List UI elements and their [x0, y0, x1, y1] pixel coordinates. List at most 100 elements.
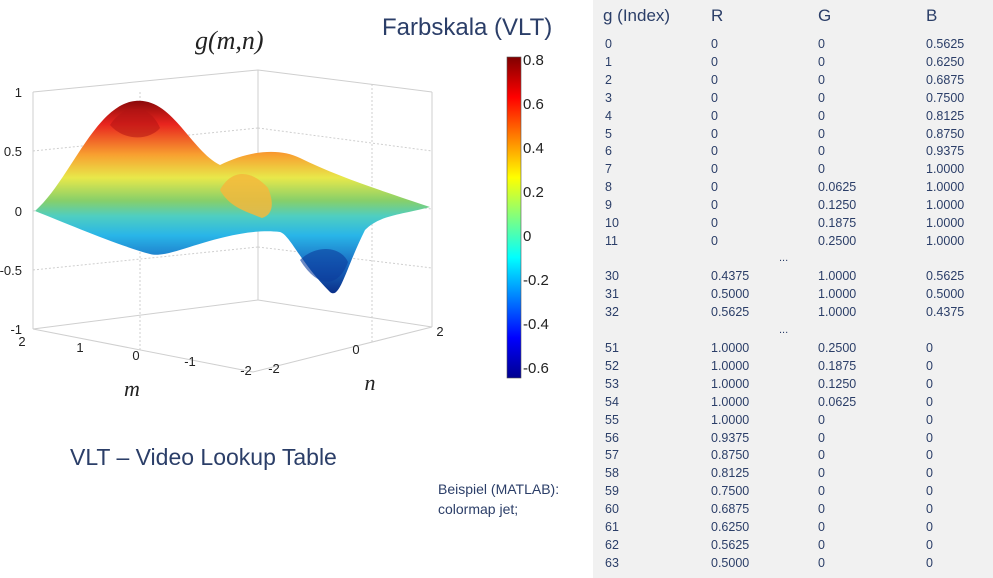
table-cell: 0: [818, 448, 825, 463]
m-tick-label: 2: [18, 334, 25, 349]
table-cell: 0: [926, 466, 933, 481]
table-cell: 1.0000: [818, 269, 857, 283]
table-row: 32 0.5625 1.0000 0.4375: [593, 305, 993, 323]
m-axis-label: m: [124, 376, 140, 401]
colorbar-tick-label: -0.6: [523, 360, 549, 377]
table-cell: 31: [605, 286, 619, 301]
table-cell: 11: [605, 233, 618, 248]
table-cell: 0.1875: [818, 216, 857, 230]
table-cell: 1.0000: [711, 412, 750, 427]
table-cell: 0: [926, 502, 933, 517]
z-tick-label: -0.5: [0, 263, 22, 278]
colorbar-tick-label: -0.2: [523, 272, 549, 289]
colorbar-tick-label: 0.2: [523, 184, 544, 201]
table-row: 7 0 0 1.0000: [593, 162, 993, 180]
table-row: 30 0.4375 1.0000 0.5625: [593, 269, 993, 287]
table-cell: 0: [926, 430, 933, 445]
table-cell: 1.0000: [926, 216, 965, 230]
table-cell: 0: [818, 537, 825, 552]
table-cell: 0: [711, 108, 718, 123]
table-cell: 0: [818, 37, 825, 51]
table-cell: 53: [605, 376, 619, 391]
example-line: colormap jet;: [438, 501, 519, 517]
table-cell: 0.5625: [711, 537, 750, 552]
table-cell: 1.0000: [711, 358, 750, 373]
table-row: 0 0 0 0.5625: [593, 37, 993, 55]
table-cell: 0: [926, 412, 933, 427]
table-cell: 0.5625: [926, 37, 965, 51]
table-ellipsis: ...: [779, 324, 789, 336]
colorbar-tick-label: 0.4: [523, 140, 544, 157]
table-cell: 0.7500: [711, 484, 750, 499]
table-cell: 0.8750: [711, 448, 750, 463]
table-cell: 0: [818, 126, 825, 141]
table-cell: 0: [926, 394, 933, 409]
table-cell: 0.8125: [926, 108, 965, 123]
table-cell: 0: [711, 162, 718, 177]
table-cell: 0.1250: [818, 198, 857, 213]
table-row: 61 0.6250 0 0: [593, 520, 993, 538]
table-row: 1 0 0 0.6250: [593, 55, 993, 73]
table-cell: 0: [818, 502, 825, 517]
column-header-r: R: [711, 6, 724, 25]
table-cell: 0.6250: [926, 54, 965, 69]
table-cell: 32: [605, 304, 619, 319]
table-cell: 4: [605, 108, 612, 123]
table-row: 31 0.5000 1.0000 0.5000: [593, 287, 993, 305]
n-tick-label: 0: [352, 342, 359, 357]
table-cell: 0: [818, 412, 825, 427]
table-cell: 0: [818, 162, 825, 177]
table-cell: 0: [711, 180, 718, 195]
table-row: 63 0.5000 0 0: [593, 556, 993, 574]
table-cell: 8: [605, 180, 612, 195]
table-cell: 0.5625: [711, 304, 750, 319]
table-row: 57 0.8750 0 0: [593, 448, 993, 466]
table-cell: 6: [605, 144, 612, 159]
table-cell: 0: [711, 216, 718, 230]
table-cell: 5: [605, 126, 612, 141]
table-cell: 0.5000: [926, 286, 965, 301]
table-cell: 0.5000: [711, 555, 750, 570]
table-cell: 0: [818, 484, 825, 499]
table-cell: 0: [711, 72, 718, 87]
table-cell: 1.0000: [711, 394, 750, 409]
table-cell: 60: [605, 502, 619, 517]
table-row: 60 0.6875 0 0: [593, 502, 993, 520]
m-tick-label: -1: [184, 354, 196, 369]
surface-mesh: [35, 100, 430, 294]
m-tick-label: 0: [132, 348, 139, 363]
table-cell: 1.0000: [926, 233, 965, 248]
table-cell: 0: [711, 54, 718, 69]
table-cell: 0: [926, 520, 933, 534]
colorbar-tick-label: 0.6: [523, 96, 544, 113]
table-cell: 0.1250: [818, 376, 857, 391]
table-cell: 1.0000: [818, 304, 857, 319]
table-cell: 51: [605, 341, 619, 355]
z-tick-label: 0.5: [4, 144, 22, 159]
n-axis-label: n: [365, 370, 376, 395]
table-row: 54 1.0000 0.0625 0: [593, 395, 993, 413]
table-cell: 9: [605, 198, 612, 213]
table-cell: 0.2500: [818, 341, 857, 355]
table-cell: 63: [605, 555, 619, 570]
caption: VLT – Video Lookup Table: [70, 444, 337, 470]
table-cell: 0: [926, 358, 933, 373]
table-cell: 0: [711, 126, 718, 141]
table-cell: 0.7500: [926, 90, 965, 105]
table-cell: 0: [818, 430, 825, 445]
table-cell: 57: [605, 448, 619, 463]
table-cell: 0: [926, 484, 933, 499]
table-cell: 61: [605, 520, 619, 534]
table-cell: 0: [818, 72, 825, 87]
column-header-g: G: [818, 6, 832, 25]
table-cell: 0: [926, 341, 933, 355]
colorbar-tick-label: 0: [523, 228, 531, 245]
table-cell: 62: [605, 537, 619, 552]
table-row: 4 0 0 0.8125: [593, 109, 993, 127]
z-tick-label: 0: [15, 204, 22, 219]
column-header-b: B: [926, 6, 938, 25]
colorbar: [506, 56, 522, 379]
table-cell: 0.0625: [818, 394, 857, 409]
table-cell: 0: [926, 376, 933, 391]
table-row: 58 0.8125 0 0: [593, 466, 993, 484]
